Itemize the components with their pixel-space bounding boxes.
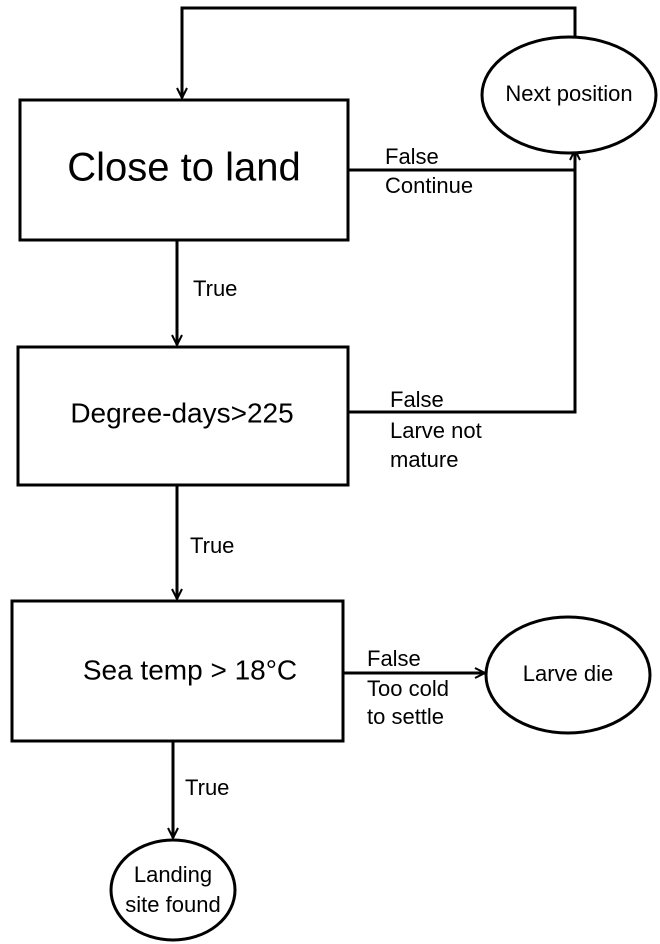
decision-box bbox=[18, 98, 350, 242]
edge-label: True bbox=[185, 775, 229, 800]
edge-label: False bbox=[385, 144, 439, 169]
terminal-ellipse bbox=[484, 615, 652, 735]
terminal-ellipse bbox=[109, 838, 237, 942]
edge-label: Larve not bbox=[390, 418, 482, 443]
edge-label: Continue bbox=[385, 173, 473, 198]
edge-label: mature bbox=[390, 447, 458, 472]
terminal-ellipse bbox=[480, 35, 658, 155]
node-label: site found bbox=[125, 892, 220, 917]
node-label: Next position bbox=[505, 81, 632, 106]
node-label: Landing bbox=[134, 862, 212, 887]
edge-label: Too cold bbox=[367, 676, 449, 701]
loop-arrow bbox=[182, 6, 577, 98]
decision-box bbox=[10, 599, 345, 743]
decision-box bbox=[16, 345, 350, 487]
node-label: Larve die bbox=[523, 661, 614, 686]
edge-label: True bbox=[190, 533, 234, 558]
edge-label: True bbox=[193, 276, 237, 301]
node-label: Sea temp > 18°C bbox=[83, 654, 297, 685]
false-arrow bbox=[348, 150, 575, 414]
edge-label: False bbox=[367, 646, 421, 671]
edge-label: False bbox=[390, 387, 444, 412]
node-label: Degree-days>225 bbox=[70, 397, 293, 428]
edge-label: to settle bbox=[367, 704, 444, 729]
node-label: Close to land bbox=[67, 146, 300, 190]
